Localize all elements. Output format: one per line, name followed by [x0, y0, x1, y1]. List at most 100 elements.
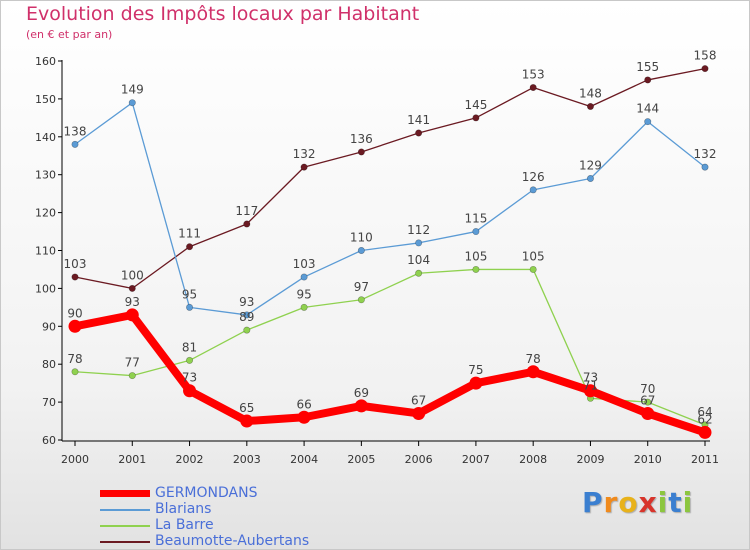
data-point-la-barre	[472, 265, 480, 273]
legend-swatch-blarians	[100, 509, 150, 511]
y-tick-label: 160	[35, 55, 56, 68]
data-point-la-barre	[644, 398, 652, 406]
x-tick-label: 2002	[176, 453, 204, 466]
chart-axes: 60 70 80 90 100 110 120 130 140 150 160 2000 2001 200…	[35, 55, 719, 466]
chart-title: Evolution des Impôts locaux par Habitant	[26, 3, 420, 25]
x-tick-label: 2007	[462, 453, 490, 466]
data-label-beaumotte-aubertans: 132	[293, 147, 316, 161]
data-label-la-barre: 105	[464, 249, 487, 263]
x-tick-label: 2008	[519, 453, 547, 466]
data-point-beaumotte-aubertans	[644, 76, 652, 84]
y-tick-label: 100	[35, 282, 56, 295]
y-tick-label: 130	[35, 169, 56, 182]
series-line-germondans	[71, 310, 709, 437]
data-label-la-barre: 105	[522, 249, 545, 263]
data-point-beaumotte-aubertans	[472, 114, 480, 122]
x-tick-label: 2003	[233, 453, 261, 466]
data-point-blarians	[529, 186, 537, 194]
logo-letter: i	[682, 486, 694, 519]
legend-label: La Barre	[155, 517, 214, 533]
data-point-germondans	[698, 425, 712, 439]
x-tick-label: 2009	[576, 453, 604, 466]
data-point-blarians	[701, 163, 709, 171]
data-label-germondans: 67	[640, 393, 655, 407]
y-tick-label: 90	[42, 320, 56, 333]
data-point-blarians	[128, 99, 136, 107]
data-point-beaumotte-aubertans	[415, 129, 423, 137]
data-label-germondans: 65	[239, 401, 254, 415]
data-point-la-barre	[243, 326, 251, 334]
data-label-blarians: 110	[350, 231, 373, 245]
data-label-beaumotte-aubertans: 148	[579, 86, 602, 100]
data-point-germondans	[68, 319, 82, 333]
legend-label: GERMONDANS	[155, 485, 258, 501]
data-label-germondans: 73	[182, 371, 197, 385]
data-point-blarians	[71, 140, 79, 148]
data-point-germondans	[526, 365, 540, 379]
data-label-blarians: 103	[293, 257, 316, 271]
data-label-beaumotte-aubertans: 141	[407, 113, 430, 127]
data-point-la-barre	[529, 265, 537, 273]
data-point-la-barre	[71, 368, 79, 376]
data-label-blarians: 138	[64, 124, 87, 138]
data-label-germondans: 93	[125, 295, 140, 309]
data-label-beaumotte-aubertans: 111	[178, 227, 201, 241]
data-point-la-barre	[300, 303, 308, 311]
x-tick-label: 2001	[118, 453, 146, 466]
y-tick-label: 80	[42, 358, 56, 371]
data-label-la-barre: 104	[407, 253, 430, 267]
logo-letter: P	[582, 486, 604, 519]
data-point-germondans	[469, 376, 483, 390]
data-point-germondans	[297, 410, 311, 424]
data-label-blarians: 129	[579, 158, 602, 172]
x-tick-label: 2006	[405, 453, 433, 466]
data-label-blarians: 115	[464, 212, 487, 226]
data-point-la-barre	[186, 356, 194, 364]
data-label-la-barre: 97	[354, 280, 369, 294]
x-tick-label: 2005	[347, 453, 375, 466]
y-tick-label: 140	[35, 131, 56, 144]
data-point-la-barre	[415, 269, 423, 277]
x-tick-label: 2000	[61, 453, 89, 466]
data-label-beaumotte-aubertans: 145	[464, 98, 487, 112]
data-point-beaumotte-aubertans	[71, 273, 79, 281]
logo-letter: o	[618, 486, 639, 519]
series-line-blarians	[74, 102, 706, 316]
data-point-beaumotte-aubertans	[186, 243, 194, 251]
logo-letter: x	[638, 486, 658, 519]
data-label-germondans: 66	[296, 397, 311, 411]
data-point-germondans	[354, 399, 368, 413]
data-labels: 103 100 111 117 132 136 141 145 153 148 155 158 138 1…	[64, 49, 717, 427]
data-point-beaumotte-aubertans	[243, 220, 251, 228]
y-tick-label: 120	[35, 207, 56, 220]
data-point-germondans	[240, 414, 254, 428]
data-label-germondans: 73	[583, 371, 598, 385]
data-point-blarians	[644, 118, 652, 126]
x-tick-label: 2010	[634, 453, 662, 466]
data-label-beaumotte-aubertans: 117	[235, 204, 258, 218]
data-label-la-barre: 81	[182, 340, 197, 354]
data-label-blarians: 112	[407, 223, 430, 237]
data-label-la-barre: 77	[125, 356, 140, 370]
data-label-beaumotte-aubertans: 155	[636, 60, 659, 74]
data-point-la-barre	[128, 372, 136, 380]
data-point-germondans	[641, 406, 655, 420]
data-label-germondans: 67	[411, 393, 426, 407]
chart-series	[68, 65, 712, 439]
data-label-germondans: 69	[354, 386, 369, 400]
y-tick-label: 60	[42, 434, 56, 447]
data-label-germondans: 78	[526, 352, 541, 366]
logo-letter: r	[603, 486, 619, 519]
data-point-germondans	[183, 384, 197, 398]
data-point-blarians	[300, 273, 308, 281]
data-point-blarians	[243, 311, 251, 319]
data-label-germondans: 90	[67, 306, 82, 320]
legend-swatch-beaumotte-aubertans	[100, 541, 150, 543]
data-label-beaumotte-aubertans: 100	[121, 268, 144, 282]
data-label-beaumotte-aubertans: 103	[64, 257, 87, 271]
data-point-beaumotte-aubertans	[529, 84, 537, 92]
data-point-blarians	[186, 303, 194, 311]
data-point-blarians	[415, 239, 423, 247]
data-label-blarians: 95	[182, 287, 197, 301]
